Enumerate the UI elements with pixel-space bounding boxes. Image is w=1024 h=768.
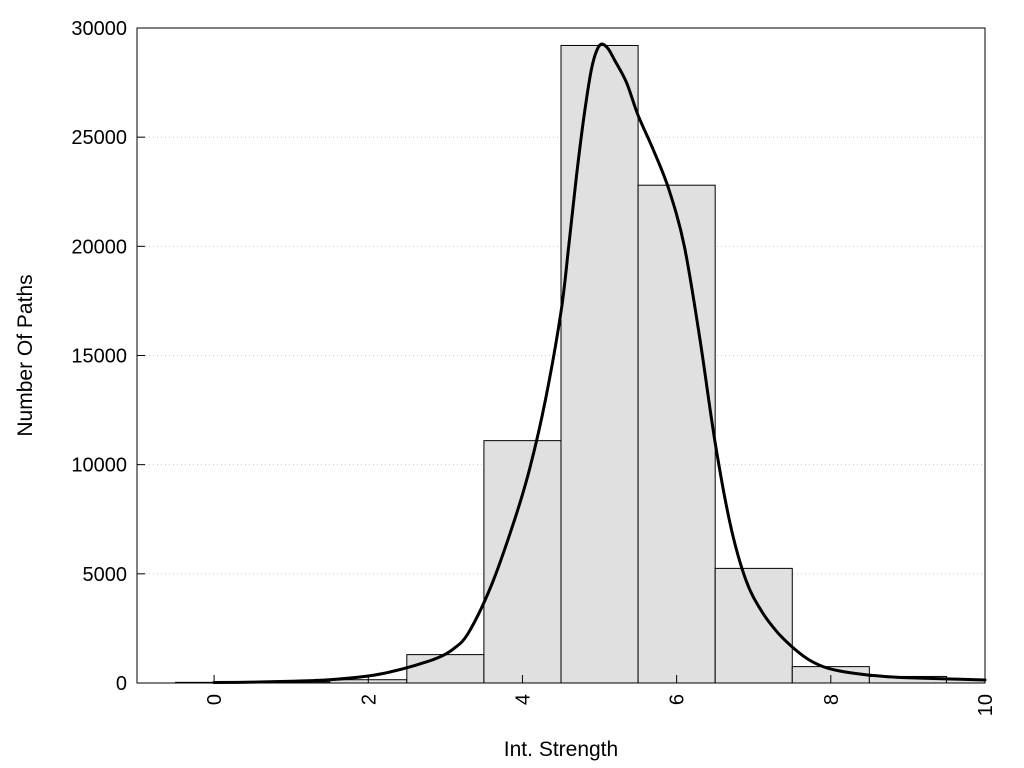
bar-6	[637, 184, 716, 684]
fit-curve	[212, 42, 987, 685]
x-axis-title: Int. Strength	[504, 738, 618, 761]
y-tick-label-10000: 10000	[71, 455, 127, 477]
histogram-bars	[175, 44, 986, 684]
y-tick-label-15000: 15000	[71, 346, 127, 368]
y-axis-title: Number Of Paths	[14, 274, 37, 436]
y-tick-label-20000: 20000	[71, 236, 127, 258]
x-tick-label-0: 0	[204, 694, 226, 705]
x-tick-label-4: 4	[512, 694, 534, 705]
y-tick-label-25000: 25000	[71, 127, 127, 149]
tick-labels: 0 5000 10000 15000 20000 25000 30000 0 2 4 6 8 10	[71, 18, 997, 716]
x-tick-label-10: 10	[975, 694, 997, 716]
bar-3	[406, 654, 485, 684]
bar-4	[483, 440, 562, 684]
y-tick-label-30000: 30000	[71, 18, 127, 40]
x-tick-label-2: 2	[358, 694, 380, 705]
bar-5	[560, 44, 639, 684]
bar-7	[714, 567, 793, 684]
axis-ticks	[137, 27, 986, 684]
y-tick-label-0: 0	[116, 673, 127, 695]
x-tick-label-6: 6	[667, 694, 689, 705]
y-tick-label-5000: 5000	[83, 564, 128, 586]
x-tick-label-8: 8	[821, 694, 843, 705]
